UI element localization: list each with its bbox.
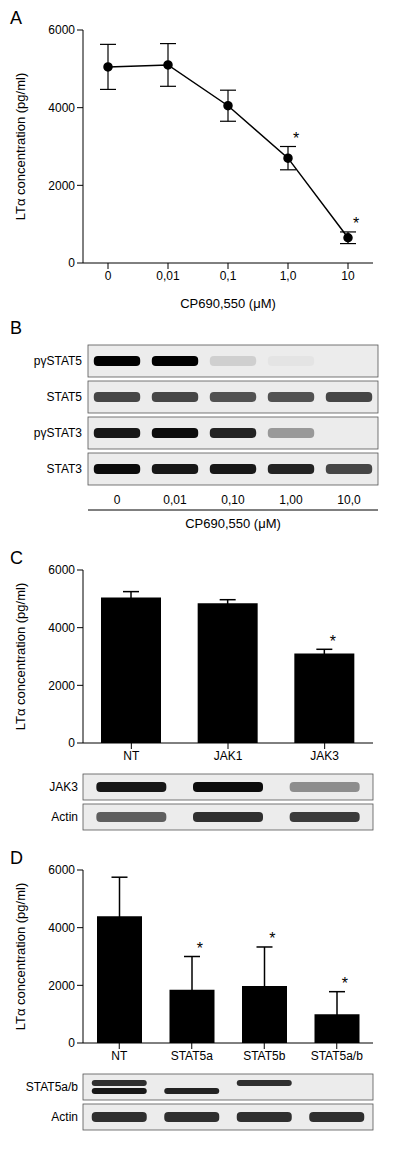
svg-text:2000: 2000 (48, 679, 75, 693)
svg-text:10,0: 10,0 (337, 493, 361, 507)
html-text:D: D (10, 848, 23, 868)
svg-text:*: * (269, 930, 275, 947)
svg-text:4000: 4000 (48, 621, 75, 635)
svg-text:0: 0 (114, 493, 121, 507)
svg-text:JAK3: JAK3 (310, 749, 339, 763)
svg-text:STAT5b: STAT5b (243, 1049, 286, 1063)
svg-text:STAT5: STAT5 (46, 390, 82, 404)
svg-text:2000: 2000 (48, 979, 75, 993)
svg-text:*: * (330, 633, 336, 650)
svg-text:CP690,550 (μM): CP690,550 (μM) (185, 516, 281, 531)
svg-text:CP690,550 (μM): CP690,550 (μM) (180, 296, 276, 311)
svg-text:pγSTAT5: pγSTAT5 (34, 354, 83, 368)
svg-text:4000: 4000 (48, 921, 75, 935)
svg-text:JAK1: JAK1 (214, 749, 243, 763)
svg-text:0,1: 0,1 (220, 269, 237, 283)
svg-text:NT: NT (111, 1049, 128, 1063)
svg-text:Actin: Actin (51, 810, 78, 824)
svg-text:2000: 2000 (48, 179, 75, 193)
svg-text:NT: NT (123, 749, 140, 763)
svg-text:1,0: 1,0 (280, 269, 297, 283)
svg-text:6000: 6000 (48, 863, 75, 877)
svg-text:1,00: 1,00 (279, 493, 303, 507)
svg-text:STAT3: STAT3 (46, 462, 82, 476)
svg-text:0: 0 (68, 256, 75, 270)
svg-text:*: * (353, 215, 359, 232)
svg-text:STAT5a/b: STAT5a/b (311, 1049, 364, 1063)
svg-text:pγSTAT3: pγSTAT3 (34, 426, 83, 440)
svg-text:6000: 6000 (48, 23, 75, 37)
svg-text:*: * (197, 940, 203, 957)
svg-text:0: 0 (68, 736, 75, 750)
html-text:C: C (10, 548, 23, 568)
svg-text:LTα concentration (pg/ml): LTα concentration (pg/ml) (13, 583, 28, 730)
svg-text:6000: 6000 (48, 563, 75, 577)
svg-text:0,01: 0,01 (163, 493, 187, 507)
svg-text:LTα concentration (pg/ml): LTα concentration (pg/ml) (13, 73, 28, 220)
svg-text:Actin: Actin (51, 1110, 78, 1124)
html-text:B: B (10, 318, 22, 338)
html-text:A: A (10, 8, 22, 28)
svg-text:0,01: 0,01 (156, 269, 180, 283)
svg-text:*: * (342, 975, 348, 992)
svg-text:4000: 4000 (48, 101, 75, 115)
svg-text:0,10: 0,10 (221, 493, 245, 507)
svg-text:STAT5a: STAT5a (171, 1049, 214, 1063)
svg-text:0: 0 (105, 269, 112, 283)
svg-text:10: 10 (341, 269, 355, 283)
svg-text:0: 0 (68, 1036, 75, 1050)
svg-text:JAK3: JAK3 (49, 780, 78, 794)
svg-text:LTα concentration (pg/ml): LTα concentration (pg/ml) (13, 883, 28, 1030)
svg-text:*: * (293, 130, 299, 147)
svg-text:STAT5a/b: STAT5a/b (26, 1080, 79, 1094)
